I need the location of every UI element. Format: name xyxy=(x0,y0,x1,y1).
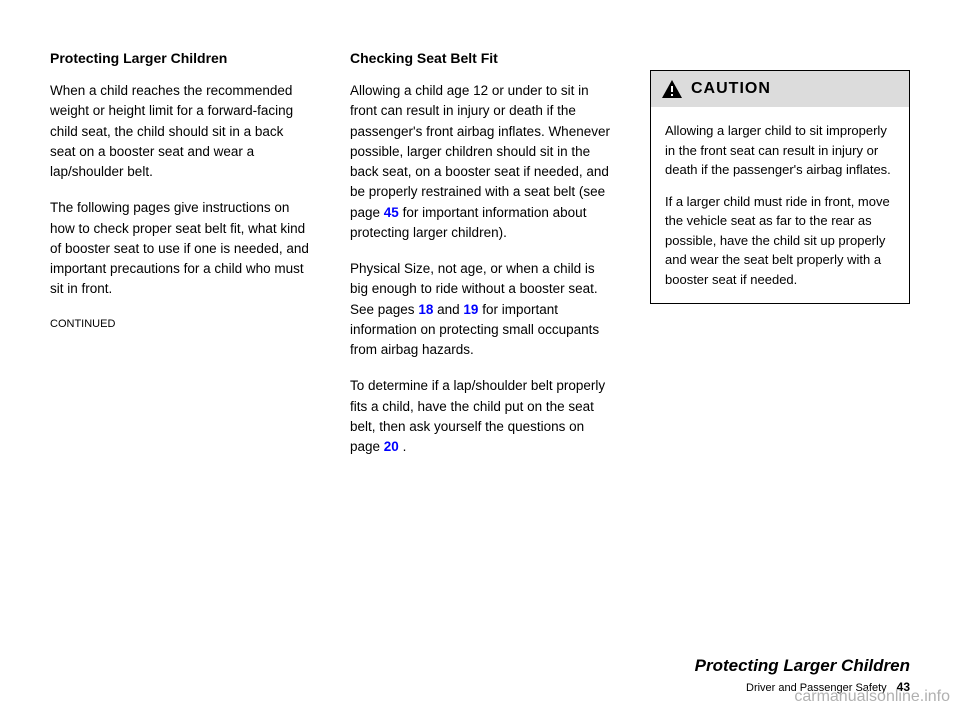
col1-title: Protecting Larger Children xyxy=(50,48,310,69)
col2-para-2: Physical Size, not age, or when a child … xyxy=(350,259,610,360)
col2-p3-b: . xyxy=(403,439,407,454)
col1-para-2: The following pages give instructions on… xyxy=(50,198,310,299)
watermark: carmanualsonline.info xyxy=(794,688,950,706)
column-3: CAUTION Allowing a larger child to sit i… xyxy=(650,40,910,473)
col2-para-3: To determine if a lap/shoulder belt prop… xyxy=(350,376,610,457)
caution-p2: If a larger child must ride in front, mo… xyxy=(665,192,895,290)
caution-body: Allowing a larger child to sit improperl… xyxy=(651,107,909,303)
col1-para-2-text: The following pages give instructions on… xyxy=(50,200,309,296)
caution-label: CAUTION xyxy=(691,77,771,101)
column-1: Protecting Larger Children When a child … xyxy=(50,40,310,473)
page-link-19[interactable]: 19 xyxy=(463,302,478,317)
caution-header: CAUTION xyxy=(651,71,909,107)
col2-p1-a: Allowing a child age 12 or under to sit … xyxy=(350,83,610,220)
col2-para-1: Allowing a child age 12 or under to sit … xyxy=(350,81,610,243)
caution-box: CAUTION Allowing a larger child to sit i… xyxy=(650,70,910,304)
page-content: Protecting Larger Children When a child … xyxy=(50,40,910,473)
warning-triangle-icon xyxy=(661,79,683,99)
caution-p1: Allowing a larger child to sit improperl… xyxy=(665,121,895,180)
col1-para-1: When a child reaches the recommended wei… xyxy=(50,81,310,182)
page-link-20[interactable]: 20 xyxy=(384,439,399,454)
col2-p2-b: and xyxy=(437,302,463,317)
continued-label: CONTINUED xyxy=(50,316,310,333)
page-link-18[interactable]: 18 xyxy=(418,302,433,317)
page-link-45[interactable]: 45 xyxy=(384,205,399,220)
col2-title: Checking Seat Belt Fit xyxy=(350,48,610,69)
column-2: Checking Seat Belt Fit Allowing a child … xyxy=(350,40,610,473)
footer-title: Protecting Larger Children xyxy=(695,656,910,676)
